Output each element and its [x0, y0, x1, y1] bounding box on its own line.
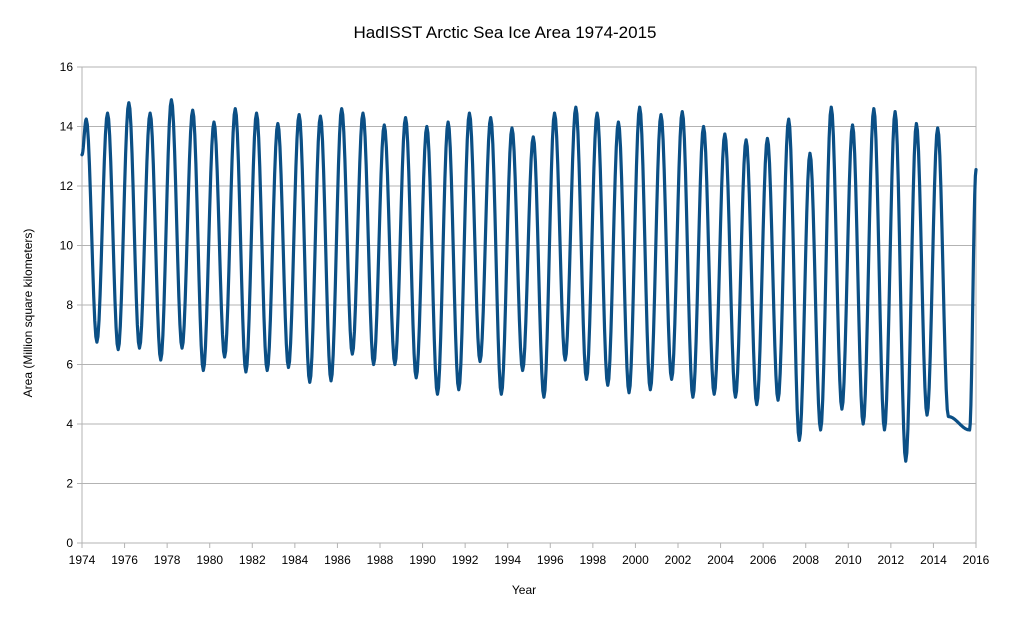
- x-tick-label: 2008: [792, 553, 819, 567]
- x-tick-label: 2012: [878, 553, 905, 567]
- x-tick-label: 1982: [239, 553, 266, 567]
- x-tick-label: 2014: [920, 553, 947, 567]
- y-axis: 0 2 4 6 8 10 12 14 16: [60, 60, 82, 550]
- x-tick-label: 1976: [111, 553, 138, 567]
- x-tick-label: 1996: [537, 553, 564, 567]
- x-tick-label: 1990: [409, 553, 436, 567]
- x-tick-label: 1988: [367, 553, 394, 567]
- y-tick-label: 14: [60, 120, 74, 134]
- series-line: [80, 98, 978, 463]
- x-axis: 1974 1976 1978 1980 1982 1984 1986 1988 1990 1992…: [69, 543, 990, 567]
- chart-title: HadISST Arctic Sea Ice Area 1974-2015: [353, 23, 656, 42]
- x-axis-label: Year: [512, 583, 536, 597]
- y-tick-label: 8: [66, 298, 73, 312]
- x-tick-label: 1994: [494, 553, 521, 567]
- x-tick-label: 1984: [282, 553, 309, 567]
- x-tick-label: 1978: [154, 553, 181, 567]
- x-tick-label: 1998: [580, 553, 607, 567]
- y-tick-label: 4: [66, 417, 73, 431]
- y-tick-label: 16: [60, 60, 74, 74]
- x-tick-label: 2000: [622, 553, 649, 567]
- y-tick-label: 6: [66, 358, 73, 372]
- x-tick-label: 1986: [324, 553, 351, 567]
- y-tick-label: 10: [60, 239, 74, 253]
- x-tick-label: 2010: [835, 553, 862, 567]
- y-axis-label: Area (Million square kilometers): [21, 229, 35, 398]
- x-tick-label: 2016: [963, 553, 990, 567]
- x-tick-label: 1974: [69, 553, 96, 567]
- x-tick-label: 1992: [452, 553, 479, 567]
- x-tick-label: 1980: [196, 553, 223, 567]
- y-tick-label: 2: [66, 477, 73, 491]
- y-tick-label: 0: [66, 536, 73, 550]
- x-tick-label: 2004: [707, 553, 734, 567]
- x-tick-label: 2006: [750, 553, 777, 567]
- y-tick-label: 12: [60, 179, 74, 193]
- x-tick-label: 2002: [665, 553, 692, 567]
